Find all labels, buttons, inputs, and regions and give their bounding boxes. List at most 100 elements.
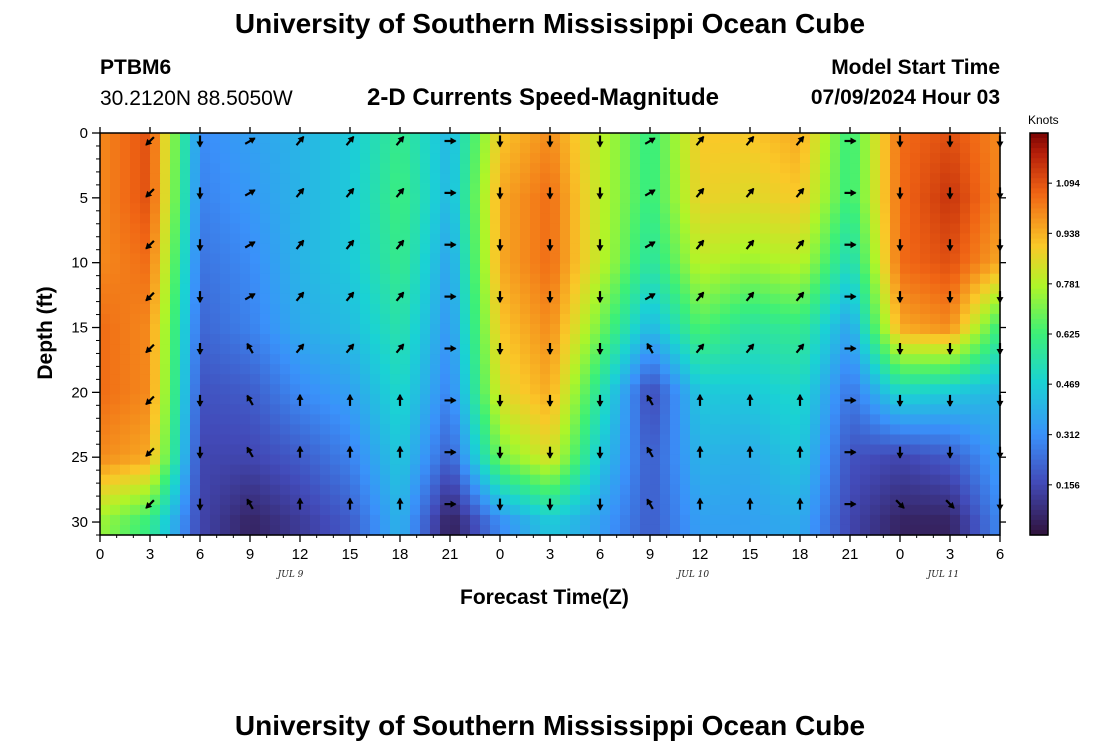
heatmap-cell [480,163,491,174]
heatmap-cell [320,354,331,365]
heatmap-cell [140,414,151,426]
heatmap-cell [670,334,681,345]
heatmap-cell [830,394,841,405]
heatmap-cell [500,374,511,385]
heatmap-cell [130,243,141,255]
heatmap-cell [990,424,1001,436]
heatmap-cell [180,263,191,275]
heatmap-cell [460,223,471,235]
heatmap-cell [600,494,611,506]
heatmap-cell [280,213,291,225]
heatmap-cell [380,313,391,325]
heatmap-cell [560,474,571,486]
heatmap-cell [970,163,981,174]
heatmap-cell [440,163,451,174]
heatmap-cell [580,334,591,345]
heatmap-cell [430,143,441,154]
heatmap-cell [750,153,761,164]
heatmap-cell [310,364,321,375]
heatmap-cell [160,464,171,476]
current-arrow [896,135,904,148]
heatmap-cell [830,323,841,335]
heatmap-cell [110,514,121,526]
heatmap-cell [440,484,451,496]
heatmap-cell [210,484,221,496]
heatmap-cell [680,364,691,375]
heatmap-cell [150,193,161,204]
heatmap-cell [410,293,421,305]
heatmap-cell [480,173,491,184]
heatmap-cell [740,143,751,154]
heatmap-cell [450,243,461,255]
heatmap-cell [150,213,161,225]
heatmap-cell [340,153,351,164]
heatmap-cell [480,474,491,486]
heatmap-cell [760,334,771,345]
heatmap-cell [220,173,231,184]
heatmap-cell [220,354,231,365]
heatmap-cell [610,143,621,154]
heatmap-cell [160,474,171,486]
heatmap-cell [840,313,851,325]
heatmap-cell [150,504,161,516]
heatmap-cell [430,474,441,486]
heatmap-cell [260,133,271,144]
heatmap-cell [800,414,811,426]
heatmap-cell [450,153,461,164]
heatmap-cell [700,374,711,385]
heatmap-cell [410,444,421,456]
heatmap-cell [570,514,581,526]
heatmap-cell [190,213,201,225]
current-arrow [345,239,355,250]
current-arrow [295,343,305,354]
heatmap-cell [290,524,301,536]
heatmap-cell [370,193,381,204]
heatmap-cell [690,474,701,486]
heatmap-cell [190,454,201,466]
heatmap-cell [420,193,431,204]
heatmap-cell [680,374,691,385]
heatmap-cell [170,313,181,325]
heatmap-cell [740,344,751,355]
heatmap-cell [820,434,831,446]
heatmap-cell [950,313,961,325]
heatmap-cell [390,424,401,436]
heatmap-cell [550,524,561,536]
colorbar-segment [1030,434,1048,441]
heatmap-cell [870,323,881,335]
heatmap-cell [740,283,751,295]
current-arrow [244,241,256,249]
heatmap-cell [960,133,971,144]
heatmap-cell [530,394,541,405]
heatmap-cell [900,303,911,315]
heatmap-cell [350,514,361,526]
heatmap-cell [780,464,791,476]
heatmap-cell [930,293,941,305]
heatmap-cell [330,303,341,315]
heatmap-cell [620,153,631,164]
heatmap-cell [120,303,131,315]
heatmap-cell [940,243,951,255]
heatmap-cell [430,424,441,436]
heatmap-cell [890,323,901,335]
heatmap-cell [790,354,801,365]
heatmap-cell [150,253,161,265]
heatmap-cell [150,494,161,506]
heatmap-cell [920,504,931,516]
heatmap-cell [180,303,191,315]
heatmap-cell [140,303,151,315]
current-arrow [844,396,857,404]
heatmap-cell [710,253,721,265]
heatmap-cell [210,384,221,395]
heatmap-cell [550,223,561,235]
heatmap-cell [400,484,411,496]
heatmap-cell [360,414,371,426]
heatmap-cell [380,183,391,194]
heatmap-cell [810,223,821,235]
heatmap-cell [400,143,411,154]
heatmap-cell [840,484,851,496]
heatmap-cell [990,524,1001,536]
heatmap-cell [320,213,331,225]
heatmap-cell [460,143,471,154]
heatmap-cell [340,273,351,285]
